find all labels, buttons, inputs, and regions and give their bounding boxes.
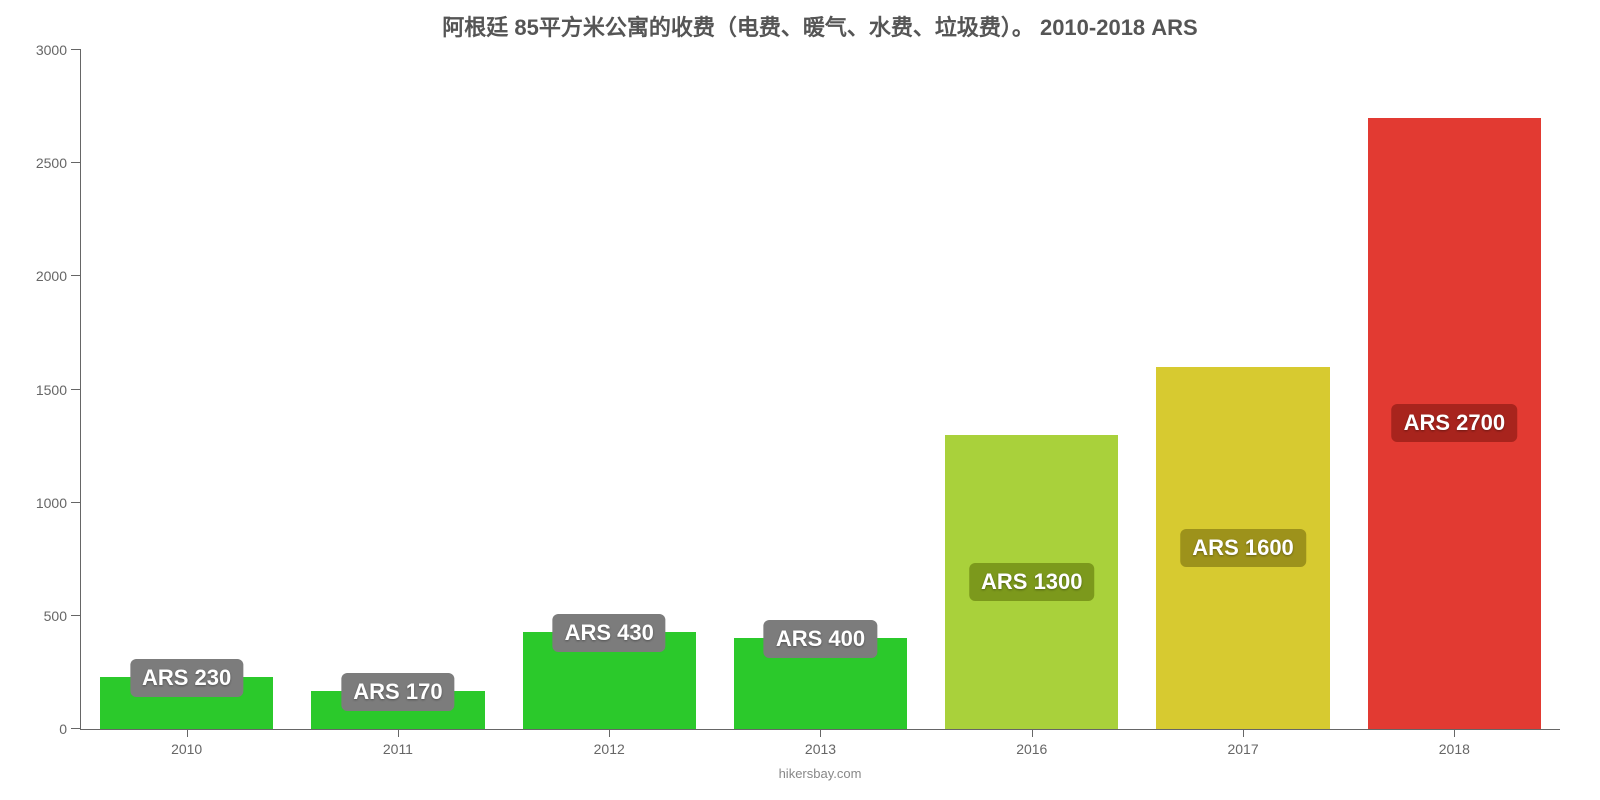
bar: ARS 430 bbox=[523, 632, 696, 729]
bar: ARS 230 bbox=[100, 677, 273, 729]
y-axis-label: 1500 bbox=[36, 382, 81, 398]
y-axis-label: 3000 bbox=[36, 42, 81, 58]
bar-slot: ARS 13002016 bbox=[926, 50, 1137, 729]
chart-title: 阿根廷 85平方米公寓的收费（电费、暖气、水费、垃圾费）。 2010-2018 … bbox=[80, 10, 1560, 42]
chart-container: 阿根廷 85平方米公寓的收费（电费、暖气、水费、垃圾费）。 2010-2018 … bbox=[0, 0, 1600, 800]
y-axis-label: 1000 bbox=[36, 495, 81, 511]
bar-value-badge: ARS 2700 bbox=[1392, 404, 1518, 442]
bar-slot: ARS 4302012 bbox=[504, 50, 715, 729]
bar-slot: ARS 2302010 bbox=[81, 50, 292, 729]
x-axis-label: 2010 bbox=[171, 729, 202, 757]
x-axis-label: 2012 bbox=[594, 729, 625, 757]
bar-slot: ARS 27002018 bbox=[1349, 50, 1560, 729]
bar-value-badge: ARS 170 bbox=[341, 673, 454, 711]
y-axis-label: 0 bbox=[59, 721, 81, 737]
bar: ARS 170 bbox=[311, 691, 484, 729]
bar-value-badge: ARS 1300 bbox=[969, 563, 1095, 601]
source-attribution: hikersbay.com bbox=[80, 766, 1560, 781]
y-axis-label: 2500 bbox=[36, 155, 81, 171]
bar-value-badge: ARS 1600 bbox=[1180, 529, 1306, 567]
bar-value-badge: ARS 430 bbox=[553, 614, 666, 652]
x-axis-label: 2017 bbox=[1227, 729, 1258, 757]
bar-value-badge: ARS 400 bbox=[764, 620, 877, 658]
bar: ARS 2700 bbox=[1368, 118, 1541, 729]
bar-slot: ARS 4002013 bbox=[715, 50, 926, 729]
x-axis-label: 2013 bbox=[805, 729, 836, 757]
bar: ARS 1600 bbox=[1156, 367, 1329, 729]
x-axis-label: 2018 bbox=[1439, 729, 1470, 757]
y-axis-label: 500 bbox=[44, 608, 81, 624]
bar-slot: ARS 1702011 bbox=[292, 50, 503, 729]
x-axis-label: 2016 bbox=[1016, 729, 1047, 757]
bar-value-badge: ARS 230 bbox=[130, 659, 243, 697]
bars-region: ARS 2302010ARS 1702011ARS 4302012ARS 400… bbox=[81, 50, 1560, 729]
bar: ARS 400 bbox=[734, 638, 907, 729]
y-axis-label: 2000 bbox=[36, 268, 81, 284]
plot-area: ARS 2302010ARS 1702011ARS 4302012ARS 400… bbox=[80, 50, 1560, 730]
x-axis-label: 2011 bbox=[383, 729, 413, 757]
bar-slot: ARS 16002017 bbox=[1137, 50, 1348, 729]
bar: ARS 1300 bbox=[945, 435, 1118, 729]
